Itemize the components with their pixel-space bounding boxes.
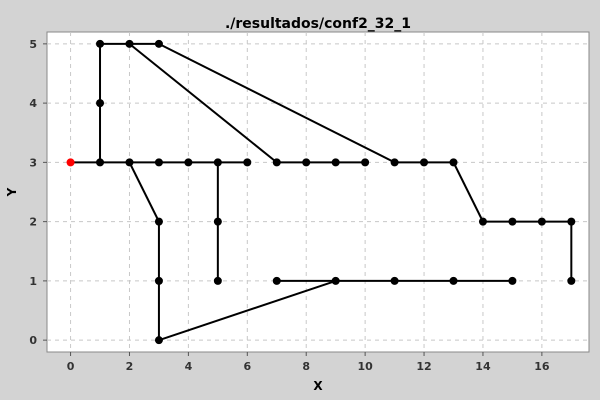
graph-node [154,158,163,167]
graph-node [390,158,399,167]
graph-edge [452,161,484,223]
y-axis-ticks: 0 1 2 3 4 5 [29,38,47,347]
graph-node [272,158,281,167]
graph-node [508,276,517,285]
graph-node [449,158,458,167]
graph-node [184,158,193,167]
graph-node [96,99,105,108]
graph-node [361,158,370,167]
graph-node [154,217,163,226]
graph-node [537,217,546,226]
graph-edge [158,42,396,164]
graph-node [154,39,163,48]
x-tick-label: 6 [243,360,251,373]
start-node [66,158,75,167]
graph-node [420,158,429,167]
graph-node [567,276,576,285]
y-tick-label: 3 [29,156,37,169]
graph-node [213,276,222,285]
y-tick-label: 5 [29,38,37,51]
graph-node [96,39,105,48]
plot-area [46,31,590,353]
graph-node [154,336,163,345]
graph-node [390,276,399,285]
graph-edge [128,43,278,164]
graph-node [125,39,134,48]
y-axis-label: Y [5,187,19,197]
graph-edge [128,161,160,223]
graph-node [302,158,311,167]
graph-node [508,217,517,226]
y-tick-label: 2 [29,216,37,229]
x-tick-label: 12 [416,360,431,373]
graph-node [213,217,222,226]
x-tick-label: 2 [126,360,134,373]
graph-edge [158,279,336,342]
x-axis-label: X [313,379,323,393]
x-tick-label: 4 [185,360,193,373]
graph-node [213,158,222,167]
graph-node [478,217,487,226]
graph-node [272,276,281,285]
graph-node [331,276,340,285]
x-tick-label: 16 [534,360,550,373]
graph-node [154,276,163,285]
x-tick-label: 14 [475,360,491,373]
y-tick-label: 0 [29,334,37,347]
x-tick-label: 0 [67,360,75,373]
x-tick-label: 8 [302,360,310,373]
x-axis-ticks: 0 2 4 6 8 10 12 14 16 [67,352,550,373]
chart-title: ./resultados/conf2_32_1 [225,16,411,32]
y-tick-label: 1 [29,275,37,288]
graph-nodes [66,39,576,345]
graph-node [125,158,134,167]
graph-node [96,158,105,167]
y-tick-label: 4 [29,97,37,110]
graph-node [331,158,340,167]
x-tick-label: 10 [357,360,373,373]
graph-node [449,276,458,285]
graph-node [243,158,252,167]
graph-node [567,217,576,226]
